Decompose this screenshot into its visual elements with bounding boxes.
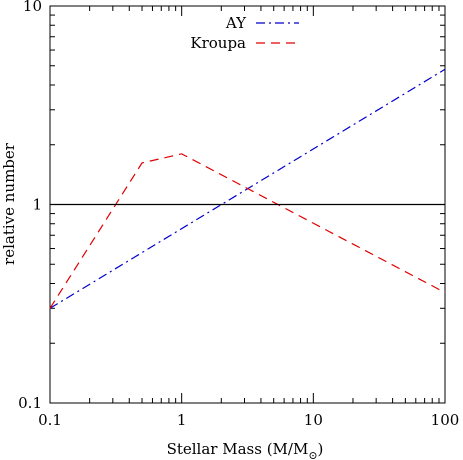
x-tick-label: 0.1 <box>38 411 62 429</box>
x-tick-label: 100 <box>431 411 460 429</box>
legend: AY Kroupa <box>190 14 299 52</box>
y-tick-label: 1 <box>32 196 42 214</box>
x-axis-label-sub: ⊙ <box>308 449 317 460</box>
x-axis-label: Stellar Mass (M/M⊙) <box>167 440 324 460</box>
series-layer <box>49 68 446 309</box>
x-axis-label-close: ) <box>318 440 324 458</box>
legend-label-ay: AY <box>225 14 247 32</box>
y-axis-label: relative number <box>0 142 18 265</box>
series-line-kroupa <box>49 153 446 309</box>
legend-label-kroupa: Kroupa <box>190 34 246 52</box>
y-tick-label: 0.1 <box>18 394 42 412</box>
x-tick-label: 10 <box>304 411 323 429</box>
tick-labels: 0.1 1 10 100 0.1 1 10 <box>18 0 459 429</box>
minor-ticks <box>50 6 445 403</box>
x-tick-label: 1 <box>177 411 187 429</box>
x-axis-label-main: Stellar Mass (M/M <box>167 440 309 458</box>
y-tick-label: 10 <box>23 0 42 15</box>
